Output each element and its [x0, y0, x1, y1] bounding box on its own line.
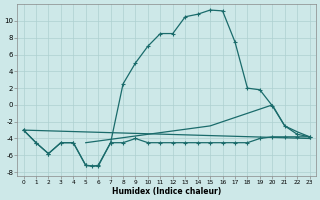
X-axis label: Humidex (Indice chaleur): Humidex (Indice chaleur): [112, 187, 221, 196]
